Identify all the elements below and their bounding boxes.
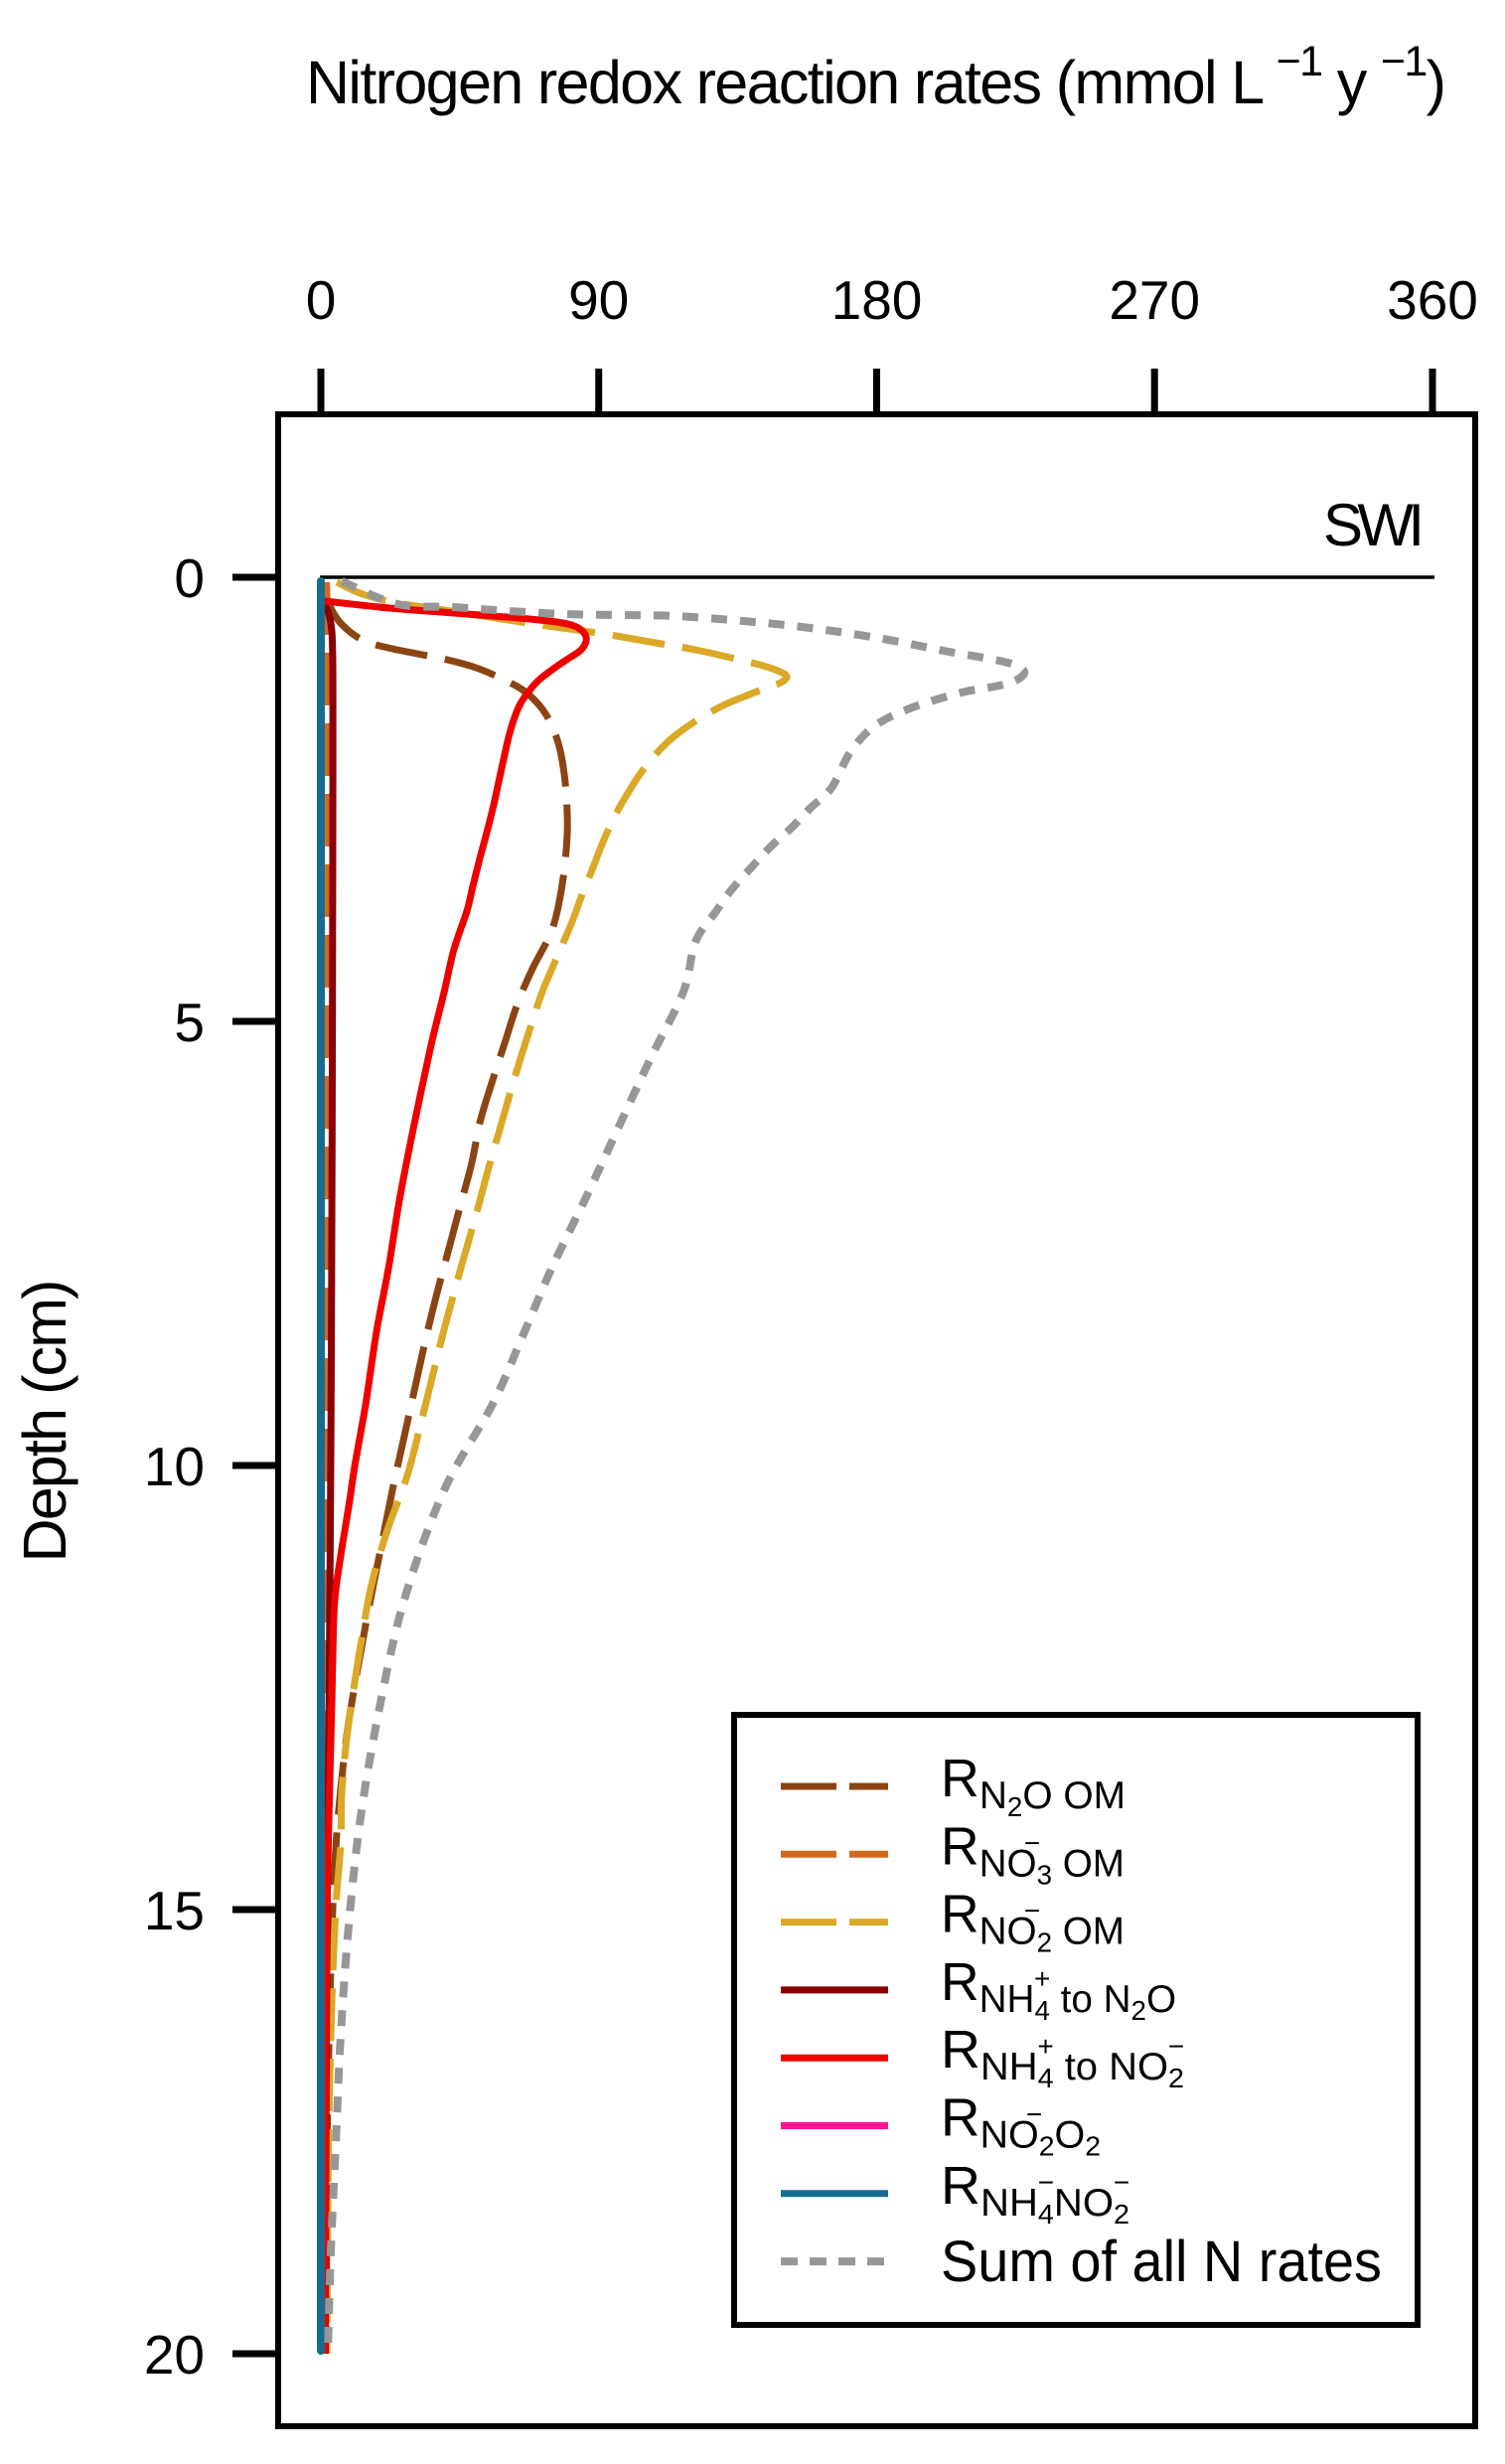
svg-text:−: − bbox=[1114, 2167, 1129, 2198]
svg-text:180: 180 bbox=[831, 269, 923, 331]
svg-text:+: + bbox=[1037, 2031, 1053, 2062]
svg-text:90: 90 bbox=[568, 269, 629, 331]
svg-text:360: 360 bbox=[1387, 269, 1478, 331]
svg-text:−: − bbox=[1024, 1896, 1040, 1926]
svg-text:−: − bbox=[1024, 1827, 1040, 1858]
svg-text:5: 5 bbox=[174, 992, 205, 1053]
svg-text:Depth (cm): Depth (cm) bbox=[11, 1280, 78, 1563]
svg-text:0: 0 bbox=[306, 269, 337, 331]
svg-text:SWI: SWI bbox=[1323, 492, 1425, 558]
svg-text:−: − bbox=[1168, 2031, 1184, 2062]
svg-text:270: 270 bbox=[1109, 269, 1200, 331]
svg-text:−: − bbox=[1026, 2099, 1042, 2130]
svg-text:20: 20 bbox=[144, 2324, 205, 2386]
svg-text:−: − bbox=[1038, 2167, 1054, 2198]
svg-text:15: 15 bbox=[144, 1880, 205, 1941]
svg-text:Sum of all N rates: Sum of all N rates bbox=[941, 2230, 1382, 2294]
svg-text:+: + bbox=[1034, 1963, 1050, 1994]
svg-text:0: 0 bbox=[174, 547, 205, 609]
svg-text:Nitrogen redox reaction rates: Nitrogen redox reaction rates (mmol L −1… bbox=[306, 38, 1446, 116]
svg-text:10: 10 bbox=[144, 1436, 205, 1497]
